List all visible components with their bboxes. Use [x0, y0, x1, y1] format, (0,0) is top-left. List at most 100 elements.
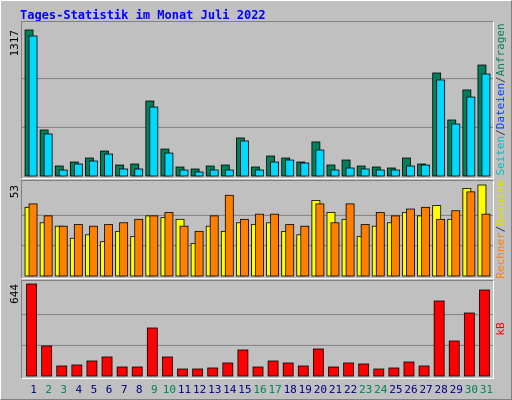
bar	[58, 225, 68, 277]
bar	[224, 194, 234, 277]
bar	[28, 35, 38, 177]
x-tick-label: 13	[208, 383, 221, 396]
bar	[373, 368, 385, 377]
legend-entry: /	[494, 226, 507, 233]
bar	[149, 215, 159, 277]
bar	[300, 162, 310, 177]
bar	[421, 206, 430, 277]
legend-entry: /	[494, 76, 507, 83]
x-tick-label: 25	[389, 383, 402, 396]
bar	[479, 289, 490, 377]
x-tick-label: 15	[238, 383, 251, 396]
bar	[89, 225, 98, 277]
bar	[116, 366, 128, 377]
bar	[43, 215, 53, 277]
x-tick-label: 24	[374, 383, 388, 396]
bar	[297, 365, 309, 377]
x-tick-label: 28	[435, 383, 448, 396]
axis-legend: Rechner/Besuche	[494, 179, 507, 278]
bar	[448, 340, 460, 377]
x-tick-label: 17	[268, 383, 281, 396]
x-tick-label: 14	[223, 383, 237, 396]
bar	[26, 283, 37, 377]
bar	[451, 123, 461, 177]
panel-frame	[21, 21, 494, 179]
bar	[71, 364, 83, 377]
bar	[330, 222, 340, 277]
legend-entry: kB	[494, 322, 507, 336]
bar	[192, 368, 204, 377]
bar	[134, 218, 144, 277]
bar	[285, 159, 295, 177]
x-tick-label: 7	[121, 383, 128, 396]
x-tick-label: 10	[163, 383, 176, 396]
bar	[267, 360, 279, 377]
bar	[312, 348, 324, 377]
bar	[345, 167, 355, 177]
bar	[179, 169, 189, 177]
bar	[162, 356, 173, 377]
x-tick-label: 29	[450, 383, 463, 396]
bar	[360, 224, 370, 277]
y-tick-label: 644	[8, 284, 21, 304]
x-tick-label: 2	[45, 383, 52, 396]
bar	[224, 169, 234, 177]
bar	[207, 367, 219, 377]
x-tick-label: 31	[480, 383, 493, 396]
bar	[328, 366, 339, 377]
bar	[73, 163, 83, 177]
bar	[388, 367, 400, 377]
bar	[330, 169, 340, 177]
bar	[209, 215, 219, 277]
bar	[119, 168, 129, 177]
y-tick-label: 1317	[8, 30, 21, 57]
bar	[390, 169, 400, 177]
x-tick-label: 8	[136, 383, 143, 396]
bar	[255, 169, 264, 177]
panel-frame	[21, 280, 494, 379]
legend-entry: Besuche	[494, 179, 507, 225]
x-tick-label: 18	[284, 383, 297, 396]
bar	[209, 169, 219, 177]
x-tick-label: 3	[60, 383, 67, 396]
x-tick-label: 21	[329, 383, 342, 396]
bar	[345, 203, 355, 277]
bar	[252, 366, 264, 377]
bar	[41, 345, 53, 377]
bar	[360, 168, 370, 177]
bar	[104, 224, 113, 277]
bar	[146, 327, 158, 377]
bar	[421, 164, 430, 177]
bar	[300, 225, 310, 277]
bar	[390, 215, 400, 277]
x-tick-label: 12	[193, 383, 206, 396]
bar	[101, 356, 113, 377]
bar	[403, 361, 415, 377]
y-tick-label: 53	[8, 185, 21, 198]
bar	[134, 168, 144, 177]
panel-frame	[21, 21, 494, 179]
bar	[358, 363, 370, 377]
bar	[56, 365, 68, 377]
x-tick-label: 16	[253, 383, 266, 396]
bar	[194, 171, 204, 177]
bar	[436, 218, 446, 277]
bar	[240, 140, 249, 177]
bar	[222, 362, 234, 377]
bar	[315, 203, 325, 277]
bar	[58, 169, 68, 177]
bar	[131, 366, 143, 377]
bar	[315, 149, 325, 177]
bar	[481, 213, 491, 277]
bar	[451, 210, 461, 277]
bar	[164, 152, 174, 177]
bar	[343, 362, 354, 377]
panel-frame	[21, 280, 494, 379]
bar	[28, 203, 38, 277]
bar	[418, 365, 430, 377]
bar	[282, 362, 294, 377]
bar	[406, 208, 415, 277]
axis-legend: kB	[494, 322, 507, 336]
bar	[270, 161, 279, 177]
